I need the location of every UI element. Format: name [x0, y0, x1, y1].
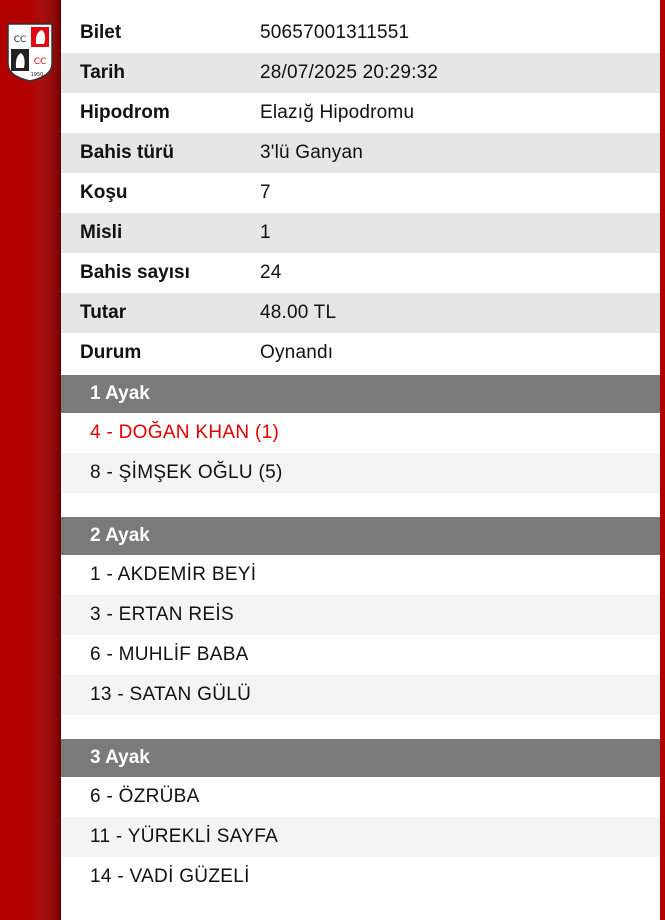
horse-item: 8 - ŞİMŞEK OĞLU (5) [61, 453, 660, 493]
row-label: Bahis türü [80, 142, 174, 163]
svg-text:CC: CC [34, 57, 47, 67]
row-value: 48.00 TL [260, 302, 337, 323]
row-label: Koşu [80, 182, 128, 203]
horse-item: 13 - SATAN GÜLÜ [61, 675, 660, 715]
ticket-row: Hipodrom Elazığ Hipodromu [61, 93, 660, 133]
sidebar: CC CC 1950 [0, 0, 61, 920]
row-value: Elazığ Hipodromu [260, 102, 415, 123]
ticket-detail-panel: Bilet 50657001311551 Tarih 28/07/2025 20:29… [61, 0, 660, 920]
leg-header: 2 Ayak [61, 517, 660, 555]
row-label: Tarih [80, 62, 126, 83]
row-value: 3'lü Ganyan [260, 142, 364, 163]
row-value: 24 [260, 262, 282, 283]
row-label: Hipodrom [80, 102, 170, 123]
horse-item: 4 - DOĞAN KHAN (1) [90, 422, 280, 443]
svg-text:CC: CC [14, 35, 27, 45]
horse-item: 3 - ERTAN REİS [61, 595, 660, 635]
ticket-row: Tarih 28/07/2025 20:29:32 [61, 53, 660, 93]
row-label: Tutar [80, 302, 127, 323]
row-label: Bahis sayısı [80, 262, 190, 283]
row-value: 50657001311551 [260, 22, 410, 43]
row-value: 1 [260, 222, 271, 243]
club-logo: CC CC 1950 [7, 23, 53, 82]
ticket-row: Bahis sayısı 24 [61, 253, 660, 293]
leg-header: 1 Ayak [61, 375, 660, 413]
horse-item: 11 - YÜREKLİ SAYFA [61, 817, 660, 857]
horse-item: 1 - AKDEMİR BEYİ [90, 564, 257, 585]
horse-item: 6 - ÖZRÜBA [90, 786, 200, 807]
row-value: 7 [260, 182, 271, 203]
horse-item: 6 - MUHLİF BABA [90, 644, 249, 665]
ticket-row: Bilet 50657001311551 [61, 13, 660, 53]
ticket-row: Misli 1 [61, 213, 660, 253]
horse-item: 14 - VADİ GÜZELİ [90, 866, 250, 887]
row-label: Durum [80, 342, 142, 363]
row-label: Bilet [80, 22, 122, 43]
ticket-row: Tutar 48.00 TL [61, 293, 660, 333]
row-value: 28/07/2025 20:29:32 [260, 62, 439, 83]
svg-text:1950: 1950 [31, 72, 44, 78]
leg-header: 3 Ayak [61, 739, 660, 777]
row-value: Oynandı [260, 342, 334, 363]
ticket-row: Durum Oynandı [61, 333, 660, 373]
ticket-row: Bahis türü 3'lü Ganyan [61, 133, 660, 173]
ticket-row: Koşu 7 [61, 173, 660, 213]
row-label: Misli [80, 222, 123, 243]
